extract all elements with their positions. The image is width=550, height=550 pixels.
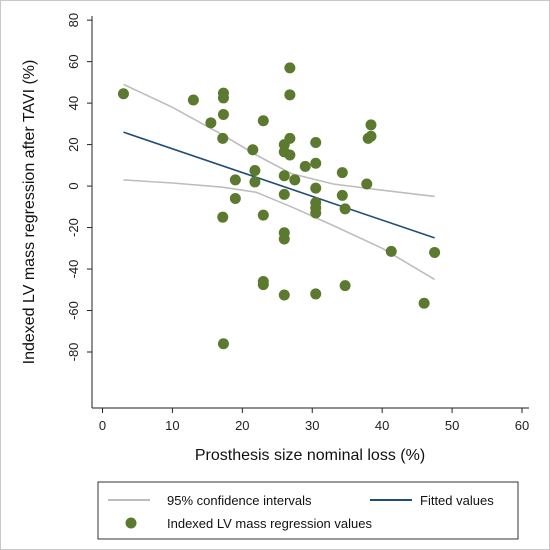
- y-tick-label: 0: [66, 182, 81, 189]
- x-tick-label: 0: [99, 418, 106, 433]
- data-point: [217, 132, 229, 144]
- x-tick-label: 40: [375, 418, 389, 433]
- fitted-line: [123, 131, 435, 239]
- data-point: [336, 167, 348, 179]
- data-point: [278, 188, 290, 200]
- x-tick-label: 20: [235, 418, 249, 433]
- ci-lower-line: [123, 179, 436, 281]
- data-point: [339, 280, 351, 292]
- data-point: [289, 174, 301, 186]
- data-point: [284, 89, 296, 101]
- data-point: [117, 88, 129, 100]
- y-tick-label: -40: [66, 260, 81, 279]
- data-point: [257, 209, 269, 221]
- y-tick-label: 20: [66, 137, 81, 151]
- data-point: [217, 211, 229, 223]
- data-point: [247, 144, 259, 156]
- data-point: [257, 115, 269, 127]
- data-point: [284, 149, 296, 161]
- y-tick-label: 60: [66, 54, 81, 68]
- y-tick-label: -20: [66, 218, 81, 237]
- data-point: [249, 165, 261, 177]
- legend-ci-label: 95% confidence intervals: [167, 493, 312, 508]
- x-axis-ticks: 0 10 20 30 40 50 60: [99, 408, 529, 433]
- data-point: [249, 176, 261, 188]
- data-point: [310, 288, 322, 300]
- ci-upper-line: [123, 83, 435, 198]
- data-point: [284, 132, 296, 144]
- data-point: [310, 182, 322, 194]
- data-point: [284, 62, 296, 74]
- data-point: [339, 203, 351, 215]
- data-point: [229, 193, 241, 205]
- fitted-line-group: [123, 131, 435, 239]
- legend-box: [97, 481, 519, 540]
- x-tick-label: 50: [445, 418, 459, 433]
- data-point: [205, 117, 217, 129]
- x-tick-label: 10: [165, 418, 179, 433]
- x-tick-label: 30: [305, 418, 319, 433]
- data-point: [217, 92, 229, 104]
- data-point: [229, 174, 241, 186]
- data-point: [278, 170, 290, 182]
- data-point: [299, 160, 311, 172]
- data-point: [418, 297, 430, 309]
- y-axis-title: Indexed LV mass regression after TAVI (%…: [21, 60, 38, 365]
- data-point: [365, 130, 377, 142]
- data-point: [187, 94, 199, 106]
- data-point: [361, 178, 373, 190]
- data-point: [365, 119, 377, 131]
- legend-fit-label: Fitted values: [420, 493, 494, 508]
- legend-points-swatch: [125, 517, 137, 529]
- x-tick-label: 60: [515, 418, 529, 433]
- data-point: [429, 246, 441, 258]
- legend-points-label: Indexed LV mass regression values: [167, 516, 372, 531]
- data-point: [278, 233, 290, 245]
- data-point: [310, 157, 322, 169]
- y-axis-ticks: 80 60 40 20 0 -20 -40 -60 -80: [66, 13, 92, 361]
- y-tick-label: -60: [66, 301, 81, 320]
- data-point: [336, 189, 348, 201]
- y-tick-label: -80: [66, 343, 81, 362]
- data-point: [278, 289, 290, 301]
- data-point: [310, 137, 322, 149]
- legend: 95% confidence intervals Fitted values I…: [97, 481, 519, 540]
- data-point: [257, 279, 269, 291]
- data-points: [117, 62, 441, 350]
- data-point: [310, 207, 322, 219]
- data-point: [385, 245, 397, 257]
- confidence-interval-lines: [123, 83, 436, 281]
- y-tick-label: 40: [66, 96, 81, 110]
- y-tick-label: 80: [66, 13, 81, 27]
- data-point: [217, 109, 229, 121]
- x-axis-title: Prosthesis size nominal loss (%): [195, 447, 425, 464]
- data-point: [217, 338, 229, 350]
